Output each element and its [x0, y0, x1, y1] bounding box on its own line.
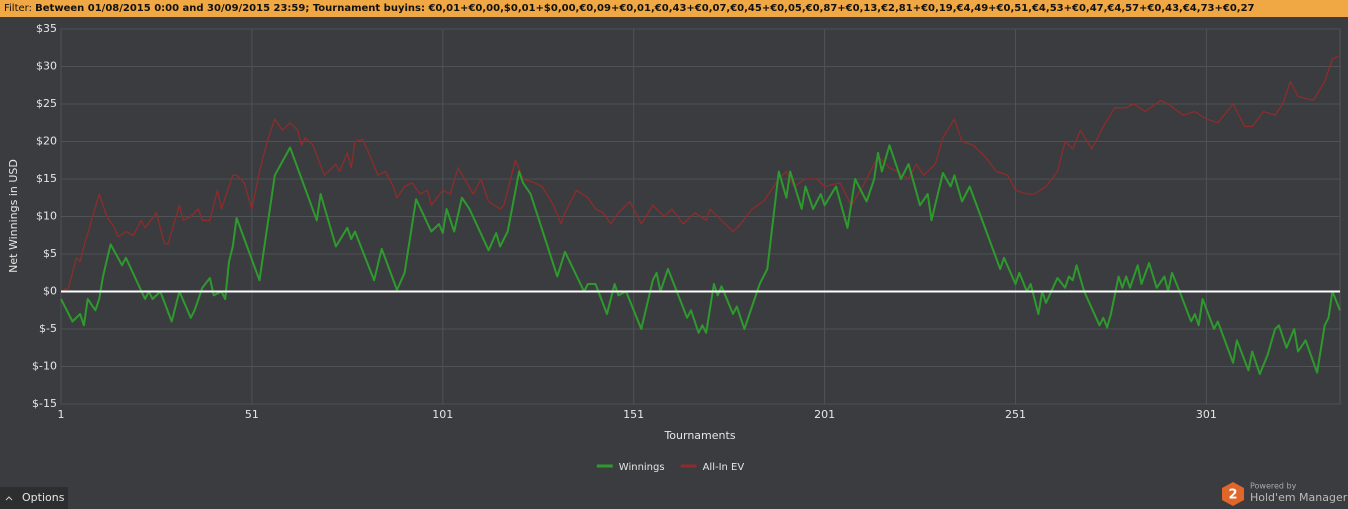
- y-tick-label: $15: [36, 172, 57, 185]
- y-tick-label: $25: [36, 97, 57, 110]
- x-tick-label: 201: [814, 408, 835, 421]
- y-tick-label: $-15: [32, 397, 57, 410]
- powered-by: Powered by: [1250, 482, 1297, 491]
- logo-number: 2: [1228, 488, 1237, 503]
- y-tick-label: $0: [43, 285, 57, 298]
- options-button[interactable]: Options: [0, 487, 68, 509]
- y-tick-label: $5: [43, 247, 57, 260]
- filter-bar: Filter: Between 01/08/2015 0:00 and 30/0…: [0, 0, 1348, 17]
- series-line: [60, 144, 1341, 375]
- filter-text: Between 01/08/2015 0:00 and 30/09/2015 2…: [35, 3, 1255, 14]
- filter-label: Filter:: [4, 3, 32, 14]
- options-bg[interactable]: [0, 487, 68, 509]
- y-tick-label: $35: [36, 22, 57, 35]
- x-axis-label: Tournaments: [663, 429, 735, 442]
- y-tick-label: $30: [36, 60, 57, 73]
- y-tick-label: $20: [36, 135, 57, 148]
- product-name: Hold'em Manager: [1250, 491, 1348, 504]
- x-tick-label: 51: [245, 408, 259, 421]
- x-tick-label: 1: [58, 408, 65, 421]
- legend: Winnings All-In EV: [596, 462, 745, 473]
- legend-label: Winnings: [619, 462, 665, 473]
- y-tick-label: $-5: [39, 322, 57, 335]
- options-label[interactable]: Options: [22, 491, 65, 504]
- x-tick-label: 151: [623, 408, 644, 421]
- legend-label: All-In EV: [703, 462, 745, 473]
- x-tick-label: 101: [432, 408, 453, 421]
- caret-icon[interactable]: [5, 496, 13, 501]
- x-tick-label: 251: [1005, 408, 1026, 421]
- x-tick-label: 301: [1196, 408, 1217, 421]
- y-tick-label: $10: [36, 210, 57, 223]
- series-line: [60, 54, 1341, 293]
- logo: 2 Powered by Hold'em Manager: [1222, 482, 1348, 506]
- y-axis-label: Net Winnings in USD: [7, 159, 20, 273]
- logo-hex: [1222, 482, 1244, 506]
- y-tick-label: $-10: [32, 360, 57, 373]
